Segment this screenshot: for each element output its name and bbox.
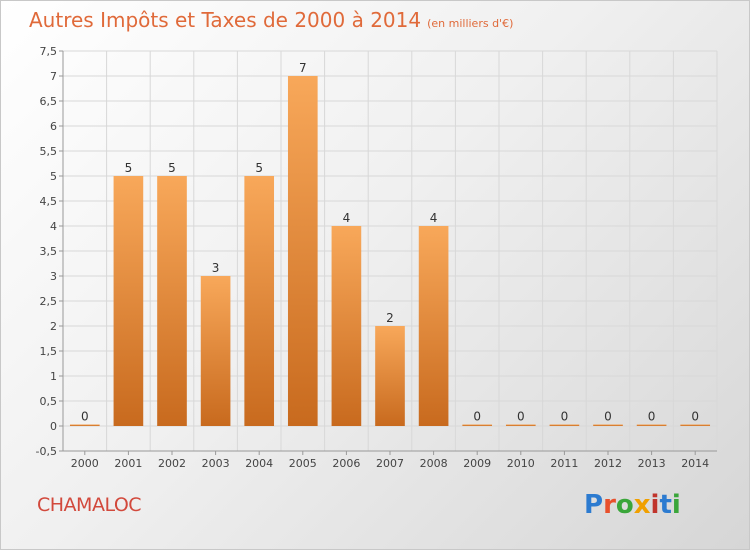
- logo-letter: x: [633, 490, 651, 520]
- bar: [113, 176, 144, 426]
- x-tick-label: 2006: [332, 457, 360, 470]
- x-tick-label: 2004: [245, 457, 273, 470]
- bar: [549, 424, 580, 426]
- x-tick-label: 2011: [550, 457, 578, 470]
- y-tick-label: 3: [50, 270, 57, 283]
- data-label: 7: [299, 61, 307, 75]
- x-tick-label: 2000: [71, 457, 99, 470]
- logo-letter: i: [650, 490, 660, 520]
- data-label: 0: [604, 410, 612, 424]
- x-tick-label: 2013: [638, 457, 666, 470]
- data-label: 5: [255, 161, 263, 175]
- bar: [200, 276, 231, 426]
- bar: [157, 176, 187, 426]
- labels: -0,500,511,522,533,544,555,566,577,52000…: [36, 45, 710, 470]
- commune-name: CHAMALOC: [37, 494, 142, 516]
- x-tick-label: 2003: [202, 457, 230, 470]
- data-label: 3: [212, 261, 220, 275]
- x-tick-label: 2008: [420, 457, 448, 470]
- x-tick-label: 2001: [114, 457, 142, 470]
- data-label: 0: [691, 410, 699, 424]
- logo-letter: t: [659, 490, 672, 520]
- data-label: 5: [125, 161, 133, 175]
- bar: [69, 424, 100, 426]
- y-tick-label: 2: [50, 320, 57, 333]
- bars: [69, 76, 711, 426]
- chart-title: Autres Impôts et Taxes de 2000 à 2014 (en…: [29, 8, 513, 32]
- logo-letter: i: [671, 490, 681, 520]
- y-tick-label: 6,5: [40, 95, 58, 108]
- data-label: 4: [430, 211, 438, 225]
- y-tick-label: 4,5: [40, 195, 58, 208]
- y-tick-label: 3,5: [40, 245, 58, 258]
- bar: [680, 424, 711, 426]
- y-tick-label: 0,5: [40, 395, 58, 408]
- bar: [287, 76, 318, 426]
- y-tick-label: 5: [50, 170, 57, 183]
- data-label: 0: [561, 410, 569, 424]
- x-tick-label: 2009: [463, 457, 491, 470]
- title-unit: (en milliers d'€): [427, 17, 514, 30]
- y-tick-label: 7: [50, 70, 57, 83]
- proxiti-logo: Proxiti: [584, 490, 681, 520]
- y-tick-label: 7,5: [40, 45, 58, 58]
- data-label: 2: [386, 311, 394, 325]
- title-text: Autres Impôts et Taxes de 2000 à 2014: [29, 8, 422, 32]
- data-label: 0: [81, 410, 89, 424]
- y-tick-label: 2,5: [40, 295, 58, 308]
- bar: [331, 226, 362, 426]
- x-tick-label: 2010: [507, 457, 535, 470]
- bar: [593, 424, 623, 426]
- data-label: 5: [168, 161, 176, 175]
- bar: [636, 424, 667, 426]
- x-tick-label: 2007: [376, 457, 404, 470]
- logo-letter: o: [615, 490, 634, 520]
- y-tick-label: 5,5: [40, 145, 58, 158]
- bar: [375, 326, 405, 426]
- data-label: 0: [473, 410, 481, 424]
- axes: [59, 50, 717, 455]
- y-tick-label: -0,5: [36, 445, 57, 458]
- x-tick-label: 2012: [594, 457, 622, 470]
- x-tick-label: 2014: [681, 457, 709, 470]
- data-label: 0: [517, 410, 525, 424]
- bar: [505, 424, 536, 426]
- y-tick-label: 1: [50, 370, 57, 383]
- data-label: 0: [648, 410, 656, 424]
- data-label: 4: [343, 211, 351, 225]
- x-tick-label: 2005: [289, 457, 317, 470]
- bar: [418, 226, 449, 426]
- x-tick-label: 2002: [158, 457, 186, 470]
- y-tick-label: 0: [50, 420, 57, 433]
- bar: [244, 176, 275, 426]
- y-tick-label: 1,5: [40, 345, 58, 358]
- y-tick-label: 4: [50, 220, 57, 233]
- logo-letter: r: [603, 490, 616, 520]
- bar: [462, 424, 493, 426]
- y-tick-label: 6: [50, 120, 57, 133]
- logo-letter: P: [584, 490, 604, 520]
